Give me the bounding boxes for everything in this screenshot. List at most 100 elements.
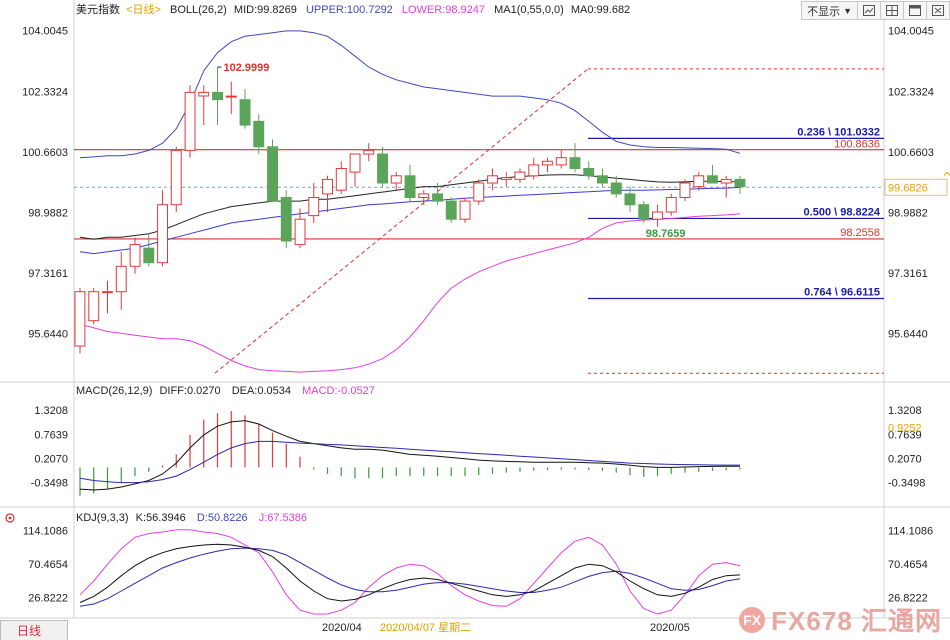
candle-up [679,182,691,198]
candle-down [610,182,622,195]
instrument-title: 美元指数 [76,2,120,16]
price-axis-right: 104.0045 102.3324 100.6603 98.9882 97.3161 95… [888,26,934,341]
kdj-tick-label: 114.1086 [23,525,68,537]
period-tab-label: 日线 [17,624,42,638]
candle-up [74,291,86,347]
current-price-label: 99.6826 [888,182,928,194]
candle-up [184,91,196,151]
candle-up [198,91,210,97]
candle-up [308,197,320,217]
lower-value: LOWER:98.9247 [402,4,485,16]
chart-icon[interactable] [857,2,880,19]
window-icon[interactable] [903,2,926,19]
kdj-panel: 114.1086 70.4654 26.8222 114.1086 70.4654 26… [23,525,933,615]
candle-up [349,153,361,173]
candle-up [459,200,471,220]
price-tick-label: 100.6603 [888,147,934,159]
price-tick-label: 98.9882 [28,207,68,219]
d-value: D:50.8226 [197,512,248,524]
candle-up [390,175,402,184]
kdj-axis-left: 114.1086 70.4654 26.8222 [23,525,68,604]
candle-up [500,177,512,180]
candlestick-series [74,67,746,354]
macd-histogram [79,411,741,496]
candle-up [115,265,127,293]
chart-toolbar: 不显示 ▼ [801,1,950,20]
candle-down [253,120,265,148]
kdj-title: KDJ(9,3,3) [76,512,129,524]
kdj-lines [79,529,741,615]
settings-icon[interactable] [5,513,15,523]
dea-line [79,440,740,484]
hide-label: 不显示 [807,5,841,18]
price-tick-label: 100.6603 [22,147,68,159]
current-price-tag [884,178,948,196]
hide-dropdown[interactable]: 不显示 ▼ [802,2,857,19]
k-line [79,543,741,603]
support-label: 98.2558 [840,227,880,239]
diff-value: DIFF:0.0270 [159,385,220,397]
candle-up [157,204,169,264]
kdj-legend: KDJ(9,3,3) K:56.3946 D:50.8226 J:67.5386 [76,512,307,524]
fx678-logo: FX [739,606,766,633]
d-line [79,547,741,607]
macd-axis-right: 1.3208 0.7639 0.2070 -0.3498 0.9252 [888,405,925,490]
candle-down [143,247,155,264]
panel-frames [0,0,950,619]
candle-up [555,157,567,166]
candle-down [212,91,224,101]
kdj-tick-label: 114.1086 [888,525,933,537]
price-axis-left: 104.0045 102.3324 100.6603 98.9882 97.3161 95… [22,26,68,341]
ma-value: MA0:99.682 [571,4,630,16]
j-line [79,529,741,615]
close-icon[interactable] [926,2,949,19]
kdj-tick-label: 70.4654 [28,559,68,571]
candle-up [514,171,526,180]
boll-label: BOLL(26,2) [170,4,227,16]
macd-tick-label: 0.7639 [34,429,68,441]
candle-up [665,197,677,213]
j-value: J:67.5386 [259,512,307,524]
candle-down [624,193,636,206]
dea-value: DEA:0.0534 [232,385,291,397]
kdj-axis-right: 114.1086 70.4654 26.8222 [888,525,933,604]
candle-down [432,193,444,202]
macd-tick-label: -0.3498 [888,478,925,490]
candle-down [445,200,457,220]
ma-params: MA1(0,55,0,0) [494,4,564,16]
overlap-label: 100.8636 [834,138,880,150]
candle-down [280,197,292,242]
price-panel: 104.0045 102.3324 100.6603 98.9882 97.3161 95… [22,26,950,374]
candle-up [487,175,499,184]
candle-down [404,175,416,199]
candle-down [239,99,251,126]
price-tick-label: 95.6440 [888,329,928,341]
date-label-april: 2020/04 [322,622,362,634]
grid-icon[interactable] [880,2,903,19]
macd-tick-label: 0.2070 [34,453,68,465]
candle-up [88,291,100,322]
macd-lines [79,420,740,491]
date-label-may: 2020/05 [650,622,690,634]
watermark-text: FX678 汇通网 [771,606,942,636]
price-tick-label: 97.3161 [28,268,68,280]
candle-up [693,175,705,188]
header-legend: 美元指数 <日线> BOLL(26,2) MID:99.8269 UPPER:1… [76,2,630,16]
candle-up [542,160,553,166]
period-tab[interactable]: 日线 [0,620,68,640]
candle-up [322,178,334,195]
macd-tick-label: -0.3498 [31,478,68,490]
watermark: FX FX678 汇通网 [739,601,942,638]
candle-down [377,153,389,184]
price-tick-label: 95.6440 [28,329,68,341]
price-tick-label: 104.0045 [888,26,934,38]
macd-title: MACD(26,12,9) [76,385,152,397]
trend-line [214,68,589,374]
high-label: 102.9999 [224,62,270,74]
kdj-tick-label: 26.8222 [28,592,68,604]
k-value: K:56.3946 [136,512,186,524]
candle-up [294,218,306,246]
macd-tick-label: 1.3208 [888,405,922,417]
